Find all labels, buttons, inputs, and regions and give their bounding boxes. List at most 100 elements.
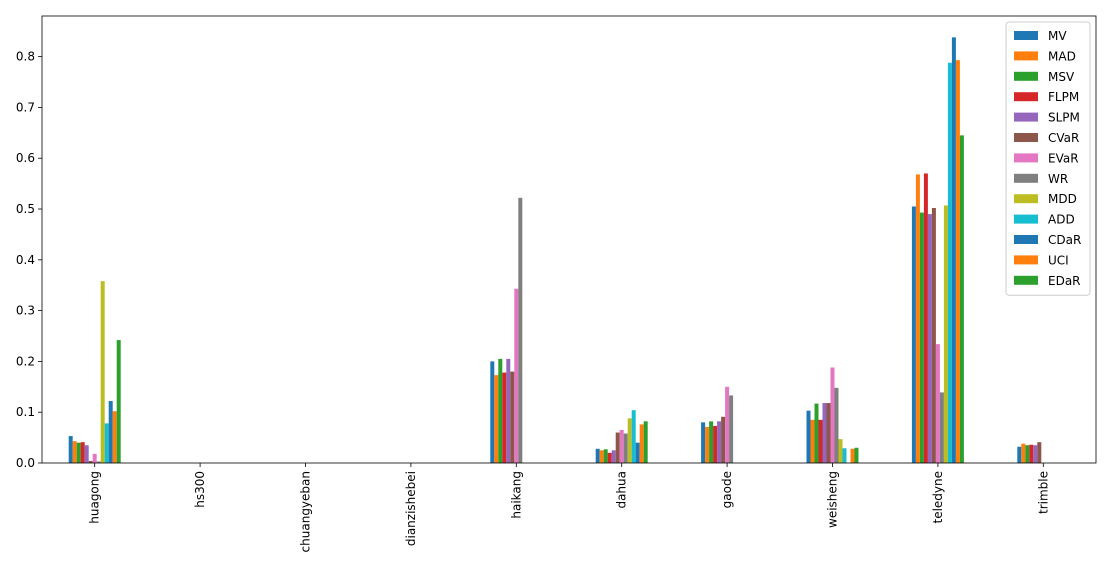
- bar-slpm-dahua: [611, 450, 616, 463]
- bar-slpm-haikang: [506, 358, 511, 463]
- bar-wr-dahua: [623, 433, 628, 463]
- legend-swatch-flpm: [1014, 92, 1038, 102]
- bar-evar-gaode: [725, 386, 730, 463]
- x-tick-label-trimble: trimble: [1036, 471, 1050, 514]
- bar-msv-trimble: [1025, 445, 1030, 463]
- bar-flpm-dahua: [607, 452, 612, 463]
- bar-add-teledyne: [947, 62, 952, 463]
- bar-msv-gaode: [709, 421, 714, 463]
- bar-msv-dahua: [603, 449, 608, 463]
- bar-mv-trimble: [1017, 446, 1022, 463]
- y-tick-label: 0.6: [16, 151, 35, 165]
- bar-evar-teledyne: [935, 344, 940, 463]
- bar-cvar-trimble: [1037, 442, 1042, 463]
- y-tick-label: 0.4: [16, 253, 35, 267]
- bar-mdd-teledyne: [943, 205, 948, 463]
- bar-uci-teledyne: [955, 60, 960, 463]
- bar-mv-gaode: [701, 422, 706, 463]
- y-tick-label: 0.1: [16, 405, 35, 419]
- bar-cvar-haikang: [510, 371, 515, 463]
- bar-cvar-huagong: [88, 460, 93, 463]
- legend-swatch-mv: [1014, 31, 1038, 40]
- bar-flpm-trimble: [1029, 444, 1034, 463]
- bar-edar-teledyne: [959, 135, 964, 463]
- x-tick-label-huagong: huagong: [88, 471, 102, 524]
- legend-label-evar: EVaR: [1048, 151, 1079, 165]
- bar-add-huagong: [104, 423, 109, 463]
- y-tick-label: 0.0: [16, 456, 35, 470]
- bar-uci-huagong: [112, 411, 117, 463]
- bar-uci-dahua: [639, 424, 644, 463]
- bar-evar-haikang: [514, 288, 519, 463]
- bar-slpm-trimble: [1033, 445, 1038, 463]
- bar-mad-huagong: [72, 441, 77, 463]
- bar-flpm-haikang: [502, 372, 507, 463]
- bar-mad-haikang: [494, 375, 499, 463]
- legend-swatch-cdar: [1014, 235, 1038, 244]
- bar-cdar-huagong: [108, 401, 113, 463]
- legend-label-slpm: SLPM: [1048, 111, 1080, 125]
- x-tick-label-dahua: dahua: [615, 471, 629, 509]
- legend-swatch-mad: [1014, 51, 1038, 61]
- legend-swatch-uci: [1014, 255, 1038, 265]
- bar-flpm-gaode: [713, 425, 718, 463]
- bar-msv-teledyne: [919, 212, 924, 463]
- bar-add-weisheng: [842, 448, 847, 463]
- bar-mv-teledyne: [911, 206, 916, 464]
- bar-mad-gaode: [705, 426, 710, 463]
- legend-swatch-wr: [1014, 173, 1038, 183]
- legend-label-uci: UCI: [1048, 253, 1069, 267]
- bar-msv-huagong: [76, 442, 81, 463]
- bar-wr-teledyne: [939, 392, 944, 463]
- bar-flpm-weisheng: [818, 419, 823, 463]
- bar-evar-weisheng: [830, 367, 835, 463]
- bar-edar-dahua: [643, 421, 648, 463]
- bar-cdar-teledyne: [951, 37, 956, 463]
- bar-evar-huagong: [92, 453, 97, 463]
- legend-label-mad: MAD: [1048, 49, 1076, 63]
- bar-flpm-huagong: [80, 442, 85, 463]
- bar-msv-haikang: [498, 358, 503, 463]
- bar-uci-weisheng: [850, 448, 855, 463]
- x-tick-label-chuangyeban: chuangyeban: [299, 471, 313, 552]
- bar-cvar-weisheng: [826, 403, 831, 463]
- bars: [68, 37, 1042, 464]
- legend: MV MAD MSV FLPM SLPM CVaR EVaR WR MDD ADD CDaR UCI E…: [1005, 21, 1091, 296]
- legend-label-mdd: MDD: [1048, 192, 1077, 206]
- legend-label-cvar: CVaR: [1048, 131, 1079, 145]
- bar-wr-haikang: [518, 197, 523, 463]
- x-tick-label-gaode: gaode: [720, 471, 734, 508]
- y-tick-label: 0.5: [16, 202, 35, 216]
- bar-mv-haikang: [490, 361, 495, 463]
- bar-mad-dahua: [599, 450, 604, 463]
- bar-slpm-gaode: [717, 421, 722, 463]
- legend-label-add: ADD: [1048, 213, 1075, 227]
- legend-swatch-add: [1014, 214, 1038, 224]
- x-tick-label-haikang: haikang: [509, 471, 523, 519]
- legend-swatch-msv: [1014, 71, 1038, 81]
- bar-mv-huagong: [68, 436, 73, 463]
- legend-label-mv: MV: [1048, 29, 1067, 43]
- legend-label-edar: EDaR: [1048, 274, 1081, 288]
- legend-swatch-slpm: [1014, 112, 1038, 122]
- bar-mdd-dahua: [627, 418, 632, 463]
- bar-cdar-dahua: [635, 442, 640, 463]
- bar-mdd-weisheng: [838, 439, 843, 463]
- bar-slpm-weisheng: [822, 403, 827, 463]
- bar-slpm-huagong: [84, 445, 89, 463]
- legend-label-wr: WR: [1048, 172, 1068, 186]
- y-tick-label: 0.8: [16, 50, 35, 64]
- bar-wr-weisheng: [834, 387, 839, 463]
- bar-mv-dahua: [595, 448, 600, 463]
- bar-edar-huagong: [116, 340, 121, 463]
- bar-slpm-teledyne: [927, 214, 932, 463]
- legend-swatch-evar: [1014, 153, 1038, 163]
- bar-wr-huagong: [96, 461, 101, 463]
- legend-label-msv: MSV: [1048, 70, 1075, 84]
- bar-cvar-teledyne: [931, 208, 936, 463]
- bar-mad-teledyne: [915, 174, 920, 464]
- legend-box: [1005, 21, 1091, 296]
- legend-swatch-cvar: [1014, 133, 1038, 142]
- x-tick-label-teledyne: teledyne: [931, 471, 945, 524]
